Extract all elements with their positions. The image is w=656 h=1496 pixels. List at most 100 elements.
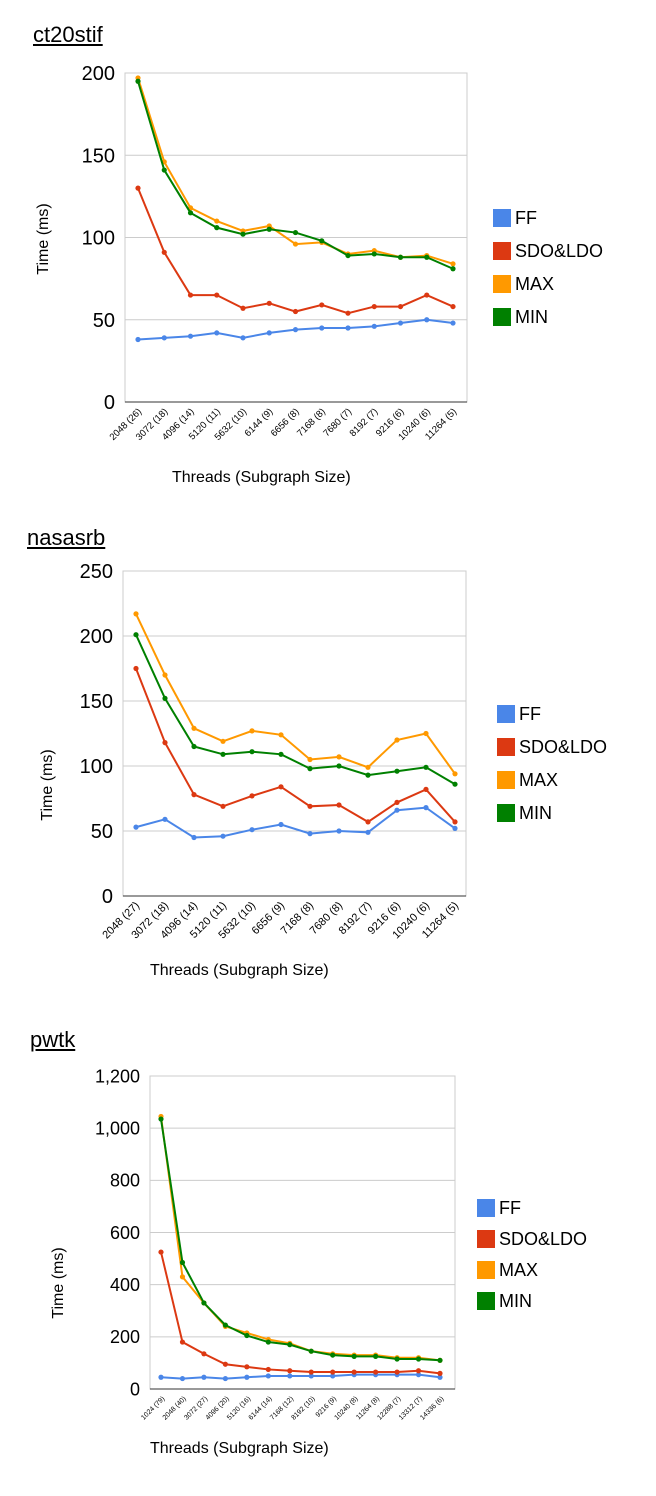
legend-swatch: [477, 1199, 495, 1217]
y-tick-label: 800: [110, 1171, 140, 1191]
data-point: [162, 695, 168, 701]
data-point: [307, 766, 313, 772]
y-axis-title: Time (ms): [50, 1247, 67, 1318]
data-point: [437, 1357, 443, 1363]
data-point: [158, 1249, 164, 1255]
data-point: [365, 829, 371, 835]
x-tick-label: 8192 (10): [291, 1395, 317, 1421]
data-point: [423, 786, 429, 792]
y-tick-label: 100: [80, 756, 113, 778]
data-point: [450, 266, 456, 272]
data-point: [397, 320, 404, 326]
legend-swatch: [497, 804, 515, 822]
data-point: [179, 1274, 186, 1280]
data-point: [371, 303, 377, 310]
data-point: [319, 325, 325, 331]
data-point: [249, 749, 255, 755]
y-tick-label: 600: [110, 1223, 140, 1243]
data-point: [287, 1342, 293, 1348]
data-point: [222, 1375, 228, 1382]
legend-label: FF: [515, 208, 537, 228]
x-axis-title: Threads (Subgraph Size): [150, 962, 329, 979]
x-axis-title: Threads (Subgraph Size): [150, 1440, 329, 1457]
y-tick-label: 400: [110, 1275, 140, 1295]
y-tick-label: 1,000: [95, 1118, 140, 1138]
data-point: [371, 323, 377, 329]
data-point: [265, 1373, 271, 1379]
data-point: [308, 1348, 314, 1354]
data-point: [397, 254, 404, 260]
data-point: [287, 1373, 293, 1379]
data-point: [452, 781, 458, 787]
data-point: [452, 819, 458, 825]
y-tick-label: 0: [102, 886, 113, 908]
data-point: [222, 1361, 228, 1367]
data-point: [158, 1374, 164, 1380]
series-line: [135, 806, 456, 839]
data-point: [394, 1369, 400, 1375]
legend-label: FF: [499, 1198, 521, 1218]
data-point: [179, 1259, 186, 1266]
data-point: [292, 241, 299, 247]
y-tick-label: 0: [130, 1379, 140, 1399]
data-point: [265, 1366, 271, 1373]
data-point: [278, 751, 284, 757]
data-point: [191, 792, 197, 798]
x-axis-title: Threads (Subgraph Size): [172, 469, 351, 486]
data-point: [437, 1370, 443, 1376]
data-point: [292, 308, 299, 315]
chart-title: pwtk: [30, 1027, 76, 1052]
y-tick-label: 150: [82, 145, 115, 167]
data-point: [266, 300, 272, 306]
legend-swatch: [477, 1261, 495, 1279]
data-point: [308, 1373, 314, 1379]
legend-swatch: [493, 308, 511, 326]
data-point: [191, 743, 197, 750]
data-point: [244, 1332, 250, 1339]
legend-label: MAX: [519, 770, 558, 790]
data-point: [179, 1339, 186, 1345]
data-point: [201, 1351, 207, 1357]
data-point: [214, 225, 220, 231]
data-point: [394, 1356, 400, 1362]
data-point: [371, 251, 377, 257]
data-point: [220, 738, 226, 744]
legend-swatch: [497, 738, 515, 756]
data-point: [394, 737, 400, 743]
data-point: [135, 185, 141, 191]
series-line: [135, 613, 456, 775]
data-point: [336, 754, 342, 760]
chart-panel-ct20stif: ct20stif 0 50 100 150 200 2048 (26) 3072 (18) 4…: [0, 0, 656, 500]
data-point: [214, 330, 220, 336]
data-point: [415, 1356, 422, 1362]
data-point: [240, 305, 246, 311]
data-point: [307, 803, 313, 809]
data-point: [415, 1372, 422, 1378]
chart-title: ct20stif: [33, 22, 103, 47]
y-tick-label: 50: [93, 310, 115, 332]
y-tick-label: 50: [91, 821, 113, 843]
data-point: [133, 824, 139, 830]
data-point: [450, 261, 456, 267]
data-point: [161, 335, 167, 341]
data-point: [424, 292, 430, 298]
data-point: [330, 1369, 336, 1375]
y-tick-label: 100: [82, 228, 115, 250]
data-point: [307, 831, 313, 837]
legend-swatch: [497, 705, 515, 723]
data-point: [266, 330, 272, 336]
data-point: [214, 218, 220, 224]
data-point: [452, 825, 458, 831]
data-point: [158, 1116, 164, 1122]
data-point: [265, 1339, 271, 1345]
data-point: [162, 740, 168, 746]
data-point: [394, 807, 400, 813]
y-tick-label: 150: [80, 691, 113, 713]
data-point: [423, 730, 429, 737]
legend-label: FF: [519, 704, 541, 724]
plot-area: [122, 570, 467, 897]
chart-panel-nasasrb: nasasrb 0 50 100 150 200 250 2048 (27) 3072 (18…: [0, 500, 656, 1000]
